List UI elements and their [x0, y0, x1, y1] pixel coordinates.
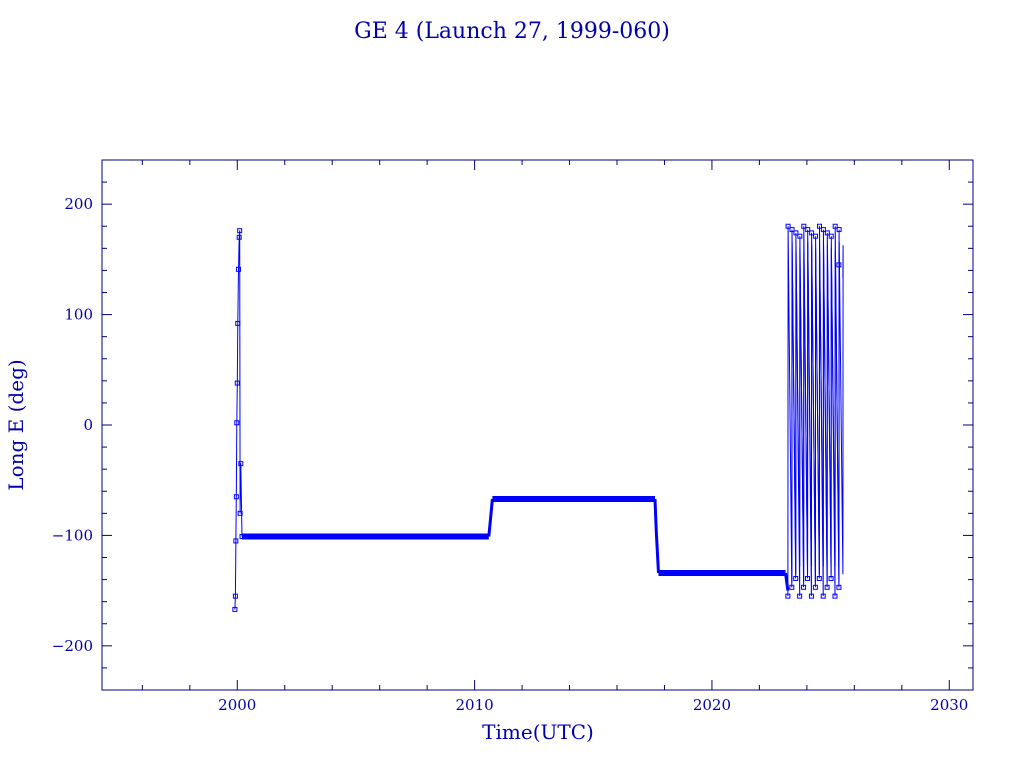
- data-point: [238, 461, 244, 467]
- data-point: [235, 320, 241, 326]
- data-point: [789, 227, 795, 233]
- y-tick-label: −100: [52, 526, 93, 544]
- axis-ticks: [102, 160, 973, 690]
- data-point: [793, 230, 799, 236]
- data-point: [836, 584, 842, 590]
- data-point: [233, 494, 239, 500]
- series-group: [232, 223, 844, 612]
- data-point: [235, 266, 241, 272]
- data-point: [809, 230, 815, 236]
- y-tick-label: 100: [64, 306, 93, 324]
- data-point: [805, 227, 811, 233]
- series-drift-wrapping-inner: [791, 242, 844, 583]
- data-point: [820, 227, 826, 233]
- data-point: [237, 510, 243, 516]
- y-tick-label: −200: [52, 637, 93, 655]
- data-point: [813, 233, 819, 239]
- data-point: [237, 228, 243, 234]
- data-point: [797, 593, 803, 599]
- data-point: [234, 420, 240, 426]
- data-point: [808, 593, 814, 599]
- data-point: [824, 584, 830, 590]
- data-point: [236, 234, 242, 240]
- data-point: [785, 223, 791, 229]
- series-transition: [653, 498, 660, 574]
- data-point: [232, 593, 238, 599]
- data-point: [812, 584, 818, 590]
- data-point: [820, 593, 826, 599]
- x-tick-label: 2030: [930, 696, 968, 714]
- data-point: [824, 230, 830, 236]
- data-point: [793, 575, 799, 581]
- chart-title: GE 4 (Launch 27, 1999-060): [354, 19, 670, 44]
- x-tick-label: 2010: [456, 696, 494, 714]
- series-transition: [487, 498, 494, 537]
- x-axis-label: Time(UTC): [482, 720, 594, 744]
- y-tick-label: 200: [64, 195, 93, 213]
- series-initial-drift: [234, 230, 243, 610]
- data-point: [232, 606, 238, 612]
- data-point: [836, 262, 842, 268]
- data-point: [828, 233, 834, 239]
- y-tick-label: 0: [83, 416, 93, 434]
- x-tick-label: 2020: [693, 696, 731, 714]
- x-tick-labels: 2000 2010 2020 2030: [218, 696, 968, 714]
- data-point: [233, 538, 239, 544]
- data-point: [828, 575, 834, 581]
- data-point: [801, 584, 807, 590]
- data-point: [832, 223, 838, 229]
- y-tick-labels: 200 100 0 −100 −200: [52, 195, 93, 655]
- x-tick-label: 2000: [218, 696, 256, 714]
- data-point: [801, 223, 807, 229]
- data-point: [234, 380, 240, 386]
- data-point: [816, 223, 822, 229]
- data-point: [797, 233, 803, 239]
- y-axis-label: Long E (deg): [4, 359, 28, 490]
- data-point: [789, 584, 795, 590]
- data-point: [832, 593, 838, 599]
- data-point: [816, 575, 822, 581]
- data-point: [785, 593, 791, 599]
- data-point: [805, 575, 811, 581]
- data-point: [836, 227, 842, 233]
